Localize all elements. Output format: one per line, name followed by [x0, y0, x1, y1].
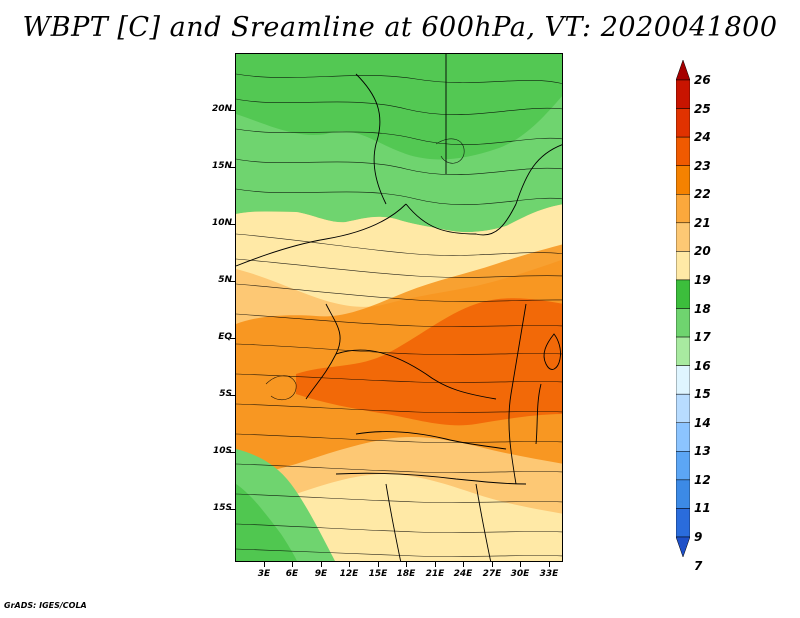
lon-label-24e: 24E — [453, 569, 473, 579]
color-scale-swatch — [676, 536, 690, 557]
color-scale-label: 13 — [694, 444, 711, 459]
lon-tick — [406, 562, 407, 567]
lat-label-5s: 5S — [219, 389, 232, 399]
lon-label-3e: 3E — [257, 569, 271, 579]
lon-tick — [435, 562, 436, 567]
lon-label-12e: 12E — [339, 569, 359, 579]
lat-label-5n: 5N — [218, 275, 232, 285]
color-scale-label: 12 — [694, 472, 711, 487]
color-scale-label: 11 — [694, 501, 711, 516]
color-scale-label: 26 — [694, 73, 711, 87]
lon-tick — [321, 562, 322, 567]
color-scale-swatch — [676, 393, 690, 423]
lat-tick — [230, 395, 235, 396]
red-orange-core — [296, 298, 562, 426]
color-scale-swatch — [676, 336, 690, 366]
lon-label-15e: 15E — [368, 569, 388, 579]
lat-tick — [230, 281, 235, 282]
lon-label-30e: 30E — [510, 569, 530, 579]
lon-label-33e: 33E — [539, 569, 559, 579]
lat-tick — [230, 338, 235, 339]
lon-tick — [520, 562, 521, 567]
lon-tick — [463, 562, 464, 567]
color-scale-label: 16 — [694, 358, 711, 373]
color-scale-label: 25 — [694, 101, 711, 116]
color-scale-swatch — [676, 365, 690, 395]
lat-label-10s: 10S — [212, 446, 232, 456]
lat-label-eq: EQ — [218, 332, 232, 342]
lon-tick — [549, 562, 550, 567]
map-panel — [235, 53, 563, 562]
color-scale-swatch — [676, 279, 690, 309]
lat-tick — [230, 110, 235, 111]
color-scale-swatch — [676, 194, 690, 224]
color-scale-swatch — [676, 60, 690, 81]
lat-tick — [230, 167, 235, 168]
lon-label-6e: 6E — [285, 569, 299, 579]
lon-label-9e: 9E — [314, 569, 328, 579]
grads-credit: GrADS: IGES/COLA — [4, 601, 87, 610]
color-scale-swatch — [676, 136, 690, 166]
color-scale-bar — [676, 60, 690, 557]
color-scale-label: 24 — [694, 130, 711, 145]
color-scale-swatch — [676, 222, 690, 252]
color-scale-label: 21 — [694, 215, 711, 230]
map-title: WBPT [C] and Sreamline at 600hPa, VT: 20… — [22, 12, 778, 43]
color-scale-label: 17 — [694, 330, 711, 345]
color-scale-label: 22 — [694, 187, 711, 202]
color-scale-swatch — [676, 508, 690, 538]
color-scale-swatch — [676, 79, 690, 109]
lat-label-20n: 20N — [211, 104, 232, 114]
country-borders — [236, 54, 562, 561]
lon-tick — [378, 562, 379, 567]
color-scale-swatch — [676, 108, 690, 138]
color-scale-swatch — [676, 451, 690, 481]
color-scale-label: 7 — [694, 558, 703, 573]
green-north-dark — [236, 54, 562, 160]
color-scale-label: 15 — [694, 387, 711, 402]
color-scale-label: 9 — [694, 530, 703, 544]
color-scale-swatch — [676, 422, 690, 452]
color-scale-label: 18 — [694, 301, 711, 316]
lat-label-15n: 15N — [211, 161, 232, 171]
lat-tick — [230, 452, 235, 453]
yellow-band-south — [296, 474, 562, 561]
color-scale-swatch — [676, 308, 690, 338]
color-scale-label: 23 — [694, 158, 711, 173]
streamlines — [236, 73, 562, 557]
lon-label-21e: 21E — [425, 569, 445, 579]
color-scale-swatch — [676, 479, 690, 509]
color-scale-label: 19 — [694, 272, 711, 287]
lon-label-27e: 27E — [482, 569, 502, 579]
wbpt-field-map — [236, 54, 562, 561]
color-scale-swatch — [676, 251, 690, 281]
lat-tick — [230, 224, 235, 225]
green-southwest-dark — [236, 484, 297, 561]
lon-tick — [349, 562, 350, 567]
color-scale-swatch — [676, 165, 690, 195]
lon-label-18e: 18E — [396, 569, 416, 579]
lon-tick — [492, 562, 493, 567]
lat-label-15s: 15S — [212, 503, 232, 513]
lon-tick — [264, 562, 265, 567]
lat-tick — [230, 509, 235, 510]
lon-tick — [292, 562, 293, 567]
color-scale-label: 14 — [694, 415, 711, 430]
lat-label-10n: 10N — [211, 218, 232, 228]
color-scale-label: 20 — [694, 244, 711, 259]
